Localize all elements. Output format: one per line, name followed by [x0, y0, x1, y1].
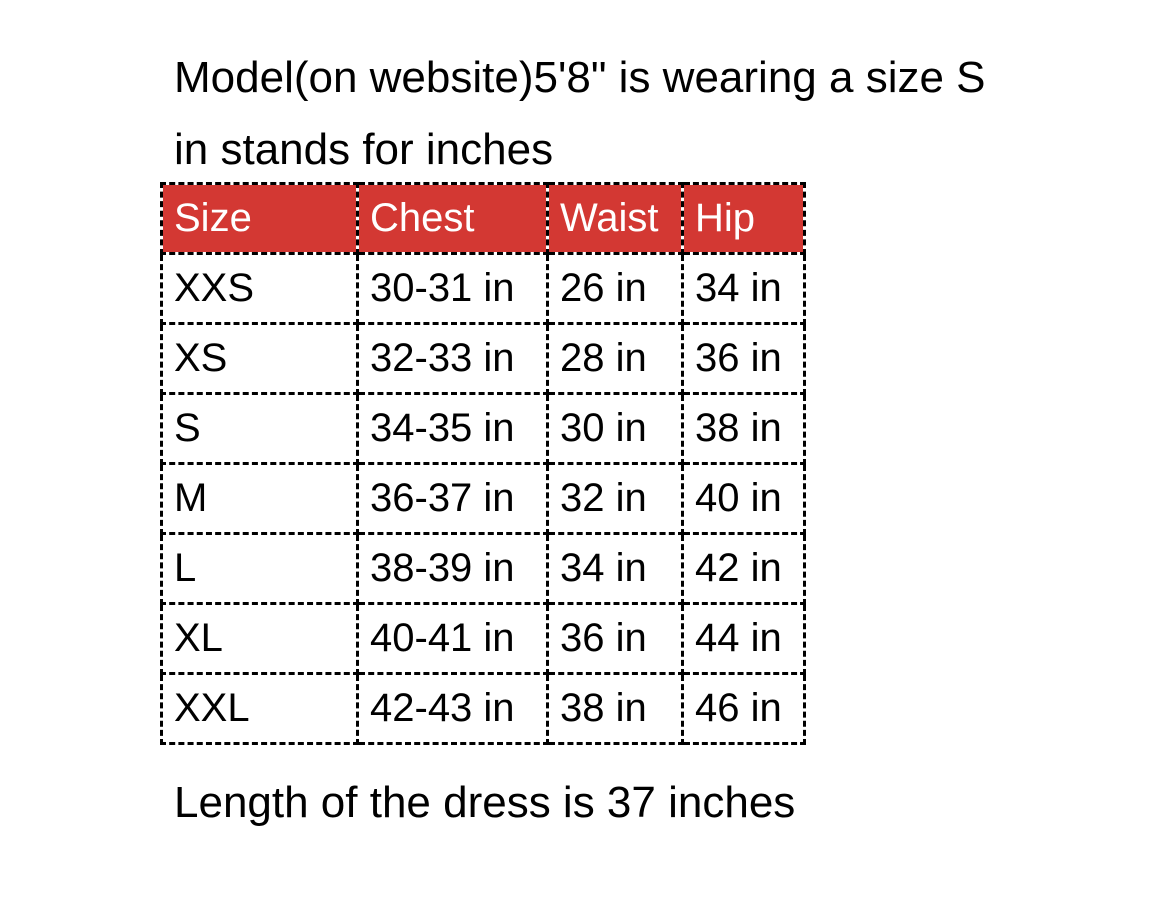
table-row-xl: XL 40-41 in 36 in 44 in [160, 602, 806, 675]
cell-waist: 36 in [546, 602, 684, 675]
cell-waist: 26 in [546, 252, 684, 325]
cell-hip: 42 in [681, 532, 806, 605]
column-header-size: Size [160, 182, 359, 255]
inches-abbreviation-note: in stands for inches [174, 125, 554, 174]
dress-length-note: Length of the dress is 37 inches [174, 778, 796, 827]
cell-waist: 30 in [546, 392, 684, 465]
cell-hip: 34 in [681, 252, 806, 325]
cell-size: M [160, 462, 359, 535]
table-row-s: S 34-35 in 30 in 38 in [160, 392, 806, 465]
column-header-hip: Hip [681, 182, 806, 255]
column-header-waist: Waist [546, 182, 684, 255]
table-row-xxl: XXL 42-43 in 38 in 46 in [160, 672, 806, 745]
cell-chest: 34-35 in [356, 392, 549, 465]
cell-size: S [160, 392, 359, 465]
table-row-m: M 36-37 in 32 in 40 in [160, 462, 806, 535]
cell-chest: 40-41 in [356, 602, 549, 675]
cell-chest: 42-43 in [356, 672, 549, 745]
cell-hip: 44 in [681, 602, 806, 675]
cell-chest: 38-39 in [356, 532, 549, 605]
cell-size: XXS [160, 252, 359, 325]
cell-waist: 32 in [546, 462, 684, 535]
cell-hip: 38 in [681, 392, 806, 465]
cell-chest: 32-33 in [356, 322, 549, 395]
cell-hip: 36 in [681, 322, 806, 395]
cell-size: XL [160, 602, 359, 675]
table-row-xxs: XXS 30-31 in 26 in 34 in [160, 252, 806, 325]
header-row: Size Chest Waist Hip [160, 182, 806, 255]
table-row-xs: XS 32-33 in 28 in 36 in [160, 322, 806, 395]
table-row-l: L 38-39 in 34 in 42 in [160, 532, 806, 605]
cell-waist: 34 in [546, 532, 684, 605]
cell-hip: 40 in [681, 462, 806, 535]
column-header-chest: Chest [356, 182, 549, 255]
cell-waist: 28 in [546, 322, 684, 395]
cell-size: XS [160, 322, 359, 395]
cell-waist: 38 in [546, 672, 684, 745]
cell-chest: 30-31 in [356, 252, 549, 325]
model-height-note: Model(on website)5'8" is wearing a size … [174, 53, 986, 102]
cell-size: L [160, 532, 359, 605]
cell-chest: 36-37 in [356, 462, 549, 535]
cell-size: XXL [160, 672, 359, 745]
cell-hip: 46 in [681, 672, 806, 745]
size-chart-table: Size Chest Waist Hip XXS 30-31 in 26 in … [160, 182, 806, 745]
